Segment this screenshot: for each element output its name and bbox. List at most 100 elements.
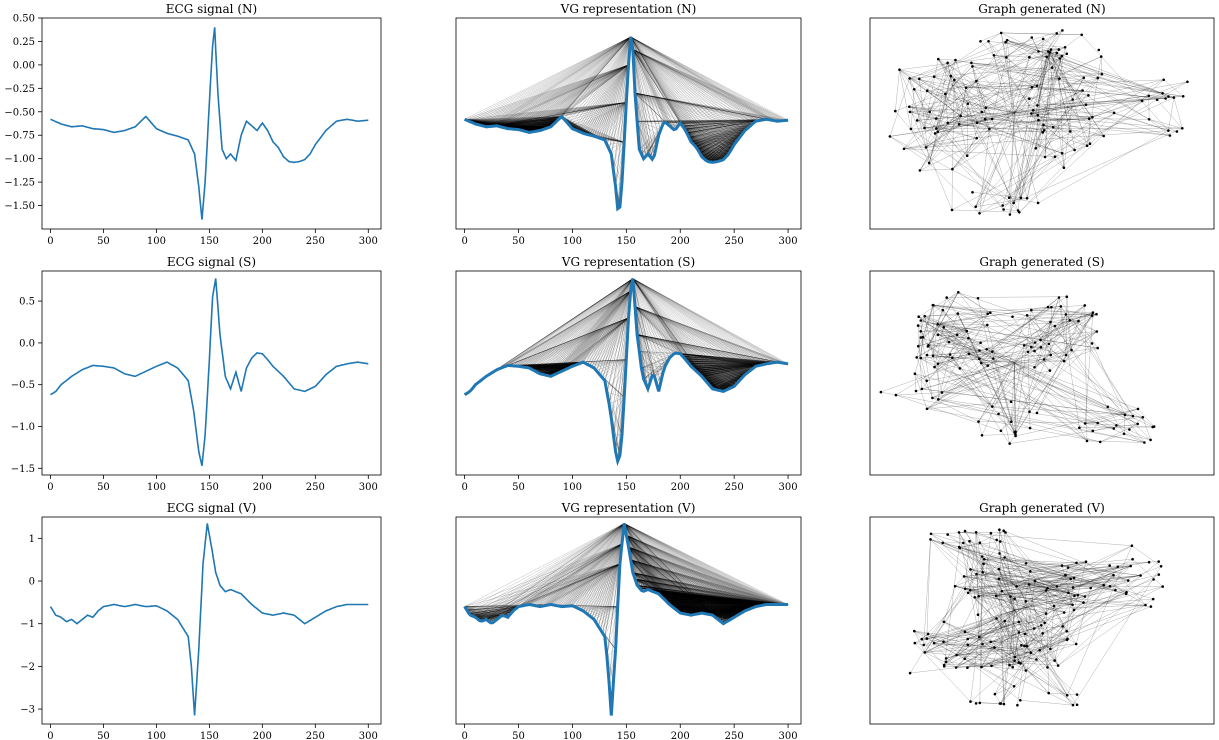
network-node bbox=[1043, 155, 1047, 159]
network-node bbox=[989, 640, 992, 644]
network-node bbox=[974, 531, 978, 534]
network-node bbox=[1028, 55, 1031, 59]
network-node bbox=[1073, 594, 1076, 598]
network-node bbox=[920, 637, 924, 641]
network-node bbox=[966, 591, 970, 595]
network-node bbox=[971, 65, 974, 68]
network-node bbox=[1067, 591, 1070, 594]
network-node bbox=[969, 700, 972, 703]
network-node bbox=[898, 68, 901, 71]
network-node bbox=[1100, 72, 1104, 76]
network-node bbox=[932, 75, 936, 78]
network-node bbox=[985, 348, 988, 351]
network-node bbox=[1083, 422, 1087, 425]
network-node bbox=[963, 657, 966, 660]
network-node bbox=[1143, 441, 1146, 444]
network-node bbox=[982, 557, 986, 561]
network-node bbox=[1083, 304, 1087, 307]
network-node bbox=[923, 314, 926, 318]
network-node bbox=[977, 420, 980, 423]
network-node bbox=[1003, 619, 1007, 623]
axes-frame bbox=[869, 270, 1215, 476]
network-node bbox=[1029, 570, 1032, 573]
x-tick-label: 250 bbox=[306, 731, 325, 740]
network-node bbox=[979, 341, 982, 345]
x-tick-label: 100 bbox=[147, 731, 166, 740]
network-node bbox=[966, 637, 969, 641]
network-node bbox=[1071, 703, 1075, 707]
x-tick-label: 50 bbox=[97, 731, 110, 740]
network-node bbox=[1008, 663, 1011, 667]
network-node bbox=[1016, 703, 1019, 707]
network-node bbox=[1013, 659, 1016, 662]
network-node bbox=[955, 653, 958, 657]
network-node bbox=[1090, 342, 1094, 345]
network-node bbox=[966, 102, 970, 105]
network-node bbox=[1017, 631, 1021, 634]
network-node bbox=[1071, 603, 1074, 607]
network-node bbox=[1096, 346, 1099, 350]
network-node bbox=[1012, 201, 1015, 205]
network-node bbox=[951, 356, 954, 360]
network-node bbox=[1062, 166, 1066, 169]
network-node bbox=[1038, 649, 1041, 652]
network-node bbox=[1098, 440, 1102, 444]
axes-frame bbox=[41, 516, 382, 725]
network-node bbox=[1084, 103, 1088, 106]
x-tick-label: 0 bbox=[47, 236, 53, 247]
series-line bbox=[463, 523, 789, 716]
y-tick-label: −2 bbox=[20, 662, 35, 673]
x-tick-label: 100 bbox=[147, 482, 166, 493]
network-node bbox=[945, 296, 948, 299]
network-node bbox=[1033, 349, 1036, 353]
network-node bbox=[1064, 353, 1068, 357]
network-node bbox=[1175, 130, 1179, 133]
network-node bbox=[1003, 556, 1006, 559]
network-node bbox=[1000, 589, 1004, 593]
network-node bbox=[909, 127, 913, 131]
network-node bbox=[1055, 51, 1059, 55]
panel-title: VG representation (S) bbox=[561, 255, 695, 269]
network-node bbox=[915, 356, 918, 359]
network-node bbox=[965, 154, 969, 158]
network-node bbox=[1057, 296, 1061, 299]
network-node bbox=[1019, 196, 1023, 200]
network-node bbox=[949, 74, 953, 78]
network-node bbox=[980, 555, 984, 558]
x-tick-label: 250 bbox=[725, 731, 744, 740]
network-node bbox=[1025, 644, 1029, 648]
network-node bbox=[1068, 130, 1072, 133]
network-node bbox=[1055, 585, 1059, 588]
network-node bbox=[1005, 56, 1008, 59]
network-node bbox=[1071, 98, 1074, 101]
network-node bbox=[981, 642, 984, 646]
network-node bbox=[969, 568, 972, 571]
x-tick-label: 150 bbox=[617, 482, 636, 493]
network-node bbox=[951, 167, 954, 171]
network-node bbox=[1064, 313, 1068, 316]
network-node bbox=[1112, 111, 1116, 115]
x-tick-label: 0 bbox=[47, 731, 53, 740]
x-tick-label: 250 bbox=[306, 236, 325, 247]
network-node bbox=[958, 546, 962, 550]
x-tick-label: 200 bbox=[253, 236, 272, 247]
panel-title: VG representation (V) bbox=[561, 501, 696, 515]
network-node bbox=[1066, 566, 1070, 569]
network-node bbox=[1035, 658, 1038, 661]
network-node bbox=[937, 57, 940, 61]
network-node bbox=[1095, 330, 1099, 333]
network-node bbox=[927, 161, 931, 165]
network-node bbox=[1097, 48, 1101, 52]
network-node bbox=[968, 539, 971, 543]
network-node bbox=[1030, 36, 1034, 39]
panel-graph-s: Graph generated (S) bbox=[869, 255, 1215, 476]
x-tick-label: 300 bbox=[779, 236, 798, 247]
network-node bbox=[992, 54, 996, 57]
network-node bbox=[956, 312, 960, 315]
network-node bbox=[925, 637, 929, 640]
y-tick-label: 0.25 bbox=[13, 37, 35, 48]
y-tick-label: −3 bbox=[20, 705, 35, 716]
panel-title: Graph generated (S) bbox=[979, 255, 1104, 269]
network-node bbox=[1034, 147, 1038, 150]
network-node bbox=[1162, 78, 1165, 82]
